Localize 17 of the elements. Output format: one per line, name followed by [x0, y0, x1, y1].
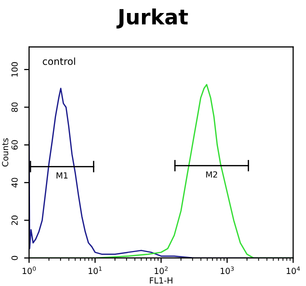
y-tick-label: 60 [11, 140, 18, 150]
series-label: M2 [206, 171, 218, 178]
y-axis-title: Counts [2, 138, 8, 167]
y-tick-label: 40 [11, 178, 18, 188]
x-axis-title: FL1-H [150, 277, 172, 284]
y-tick-label: 100 [11, 62, 18, 77]
x-tick-label: 10$^{3}$ [220, 266, 234, 274]
x-tick-label: 10$^{1}$ [88, 266, 102, 274]
series-label: M1 [56, 172, 68, 178]
chart-title: Jurkat [116, 8, 188, 29]
annotation: control [42, 57, 76, 65]
x-tick-label: 10$^{2}$ [154, 266, 168, 274]
y-tick-label: 20 [11, 216, 18, 225]
y-tick-label: 80 [11, 102, 18, 112]
y-tick-label: 0 [11, 256, 18, 260]
x-tick-label: 10$^{4}$ [286, 266, 300, 274]
x-tick-label: 10$^{0}$ [22, 266, 36, 274]
